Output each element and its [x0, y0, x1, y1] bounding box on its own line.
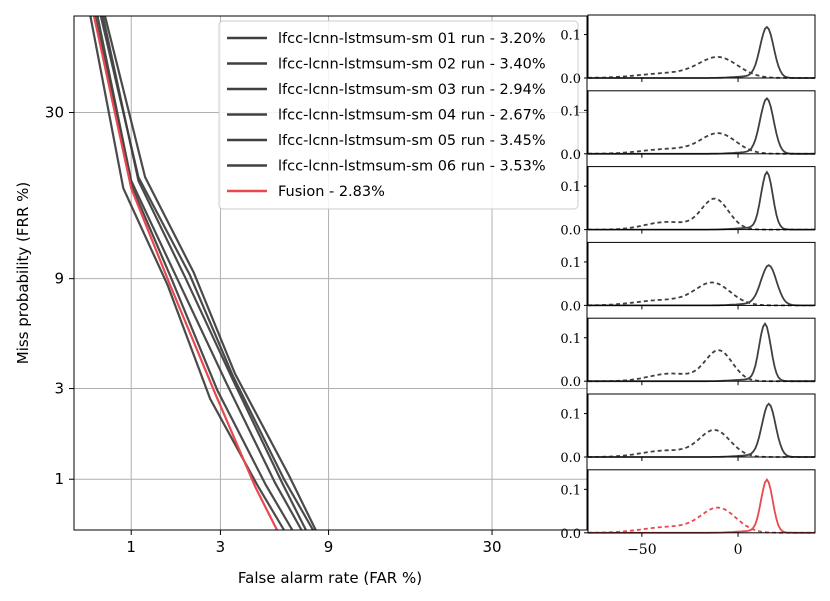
- histogram-panel-04-run: 0.0 0.1: [560, 241, 816, 314]
- hist-y-tick-label: 0.1: [560, 104, 581, 119]
- histogram-solid-curve: [588, 322, 815, 383]
- legend-label-fusion-2-83: Fusion - 2.83%: [278, 184, 385, 200]
- histogram-panel-05-run: 0.0 0.1: [560, 317, 816, 390]
- x-tick-label: 30: [482, 538, 501, 556]
- hist-x-tick-label: −50: [627, 542, 657, 558]
- legend-box: [218, 20, 579, 210]
- y-tick-label: 9: [54, 270, 64, 288]
- hist-y-tick-label: 0.1: [560, 256, 581, 271]
- histogram-solid-curve: [588, 402, 815, 458]
- det-legend: lfcc-lcnn-lstmsum-sm 01 run - 3.20% lfcc-…: [218, 20, 579, 210]
- legend-label-lfcc-lcnn-lstmsum-sm-06-run-3-53: lfcc-lcnn-lstmsum-sm 06 run - 3.53%: [278, 159, 546, 175]
- histogram-panel-03-run: 0.0 0.1: [560, 166, 816, 239]
- legend-label-lfcc-lcnn-lstmsum-sm-03-run-2-94: lfcc-lcnn-lstmsum-sm 03 run - 2.94%: [278, 82, 546, 98]
- histogram-panel-02-run: 0.0 0.1: [560, 90, 816, 163]
- legend-label-lfcc-lcnn-lstmsum-sm-02-run-3-40: lfcc-lcnn-lstmsum-sm 02 run - 3.40%: [278, 57, 546, 73]
- histogram-panel-06-run: 0.0 0.1: [560, 393, 816, 466]
- hist-y-tick-label: 0.1: [560, 408, 581, 423]
- hist-y-tick-label: 0.1: [560, 332, 581, 347]
- y-tick-label: 30: [45, 104, 64, 122]
- det-ticks: 1 3 9 30 1 3 9 30: [45, 104, 502, 556]
- histogram-dashed-curve: [588, 349, 815, 383]
- det-x-axis-label: False alarm rate (FAR %): [238, 569, 422, 587]
- hist-y-tick-label: 0.0: [560, 451, 581, 466]
- legend-label-lfcc-lcnn-lstmsum-sm-01-run-3-20: lfcc-lcnn-lstmsum-sm 01 run - 3.20%: [278, 31, 546, 47]
- histogram-panel-fusion: 0.0 0.1 −50 0: [560, 469, 816, 558]
- legend-label-lfcc-lcnn-lstmsum-sm-04-run-2-67: lfcc-lcnn-lstmsum-sm 04 run - 2.67%: [278, 108, 546, 124]
- histogram-frame: [587, 241, 816, 306]
- x-tick-label: 3: [216, 538, 226, 556]
- hist-y-tick-label: 0.0: [560, 527, 581, 542]
- series-line-lfcc-lcnn-lstmsum-sm-04-run-2-67: [89, 16, 285, 530]
- histogram-panel-01-run: 0.0 0.1: [560, 14, 816, 87]
- series-line-lfcc-lcnn-lstmsum-sm-06-run-3-53: [103, 16, 317, 530]
- series-line-fusion-2-83: [92, 16, 278, 530]
- hist-y-tick-label: 0.1: [560, 483, 581, 498]
- histogram-dashed-curve: [588, 506, 815, 534]
- x-tick-label: 9: [324, 538, 334, 556]
- histogram-solid-curve: [588, 170, 815, 231]
- y-tick-label: 1: [54, 470, 64, 488]
- histogram-solid-curve: [588, 25, 815, 79]
- det-plot-frame: [73, 15, 588, 531]
- det-series-group: [89, 16, 317, 530]
- histogram-frame: [587, 90, 816, 155]
- series-line-lfcc-lcnn-lstmsum-sm-05-run-3-45: [99, 16, 314, 530]
- hist-y-tick-label: 0.1: [560, 29, 581, 44]
- histogram-frame: [587, 393, 816, 458]
- hist-y-tick-label: 0.0: [560, 375, 581, 390]
- histogram-panels: 0.00.10.00.10.00.10.00.10.00.10.00.10.00…: [560, 14, 816, 558]
- histogram-dashed-curve: [588, 132, 815, 155]
- histogram-frame: [587, 166, 816, 231]
- histogram-solid-curve: [588, 264, 815, 307]
- hist-x-tick-label: 0: [734, 542, 743, 558]
- histogram-frame: [587, 14, 816, 79]
- hist-y-tick-label: 0.0: [560, 72, 581, 87]
- x-tick-label: 1: [126, 538, 136, 556]
- histogram-dashed-curve: [587, 56, 815, 79]
- histogram-solid-curve: [588, 97, 815, 155]
- histogram-frame: [587, 469, 816, 534]
- hist-y-tick-label: 0.1: [560, 180, 581, 195]
- det-y-axis-label: Miss probability (FRR %): [14, 182, 32, 365]
- legend-label-lfcc-lcnn-lstmsum-sm-05-run-3-45: lfcc-lcnn-lstmsum-sm 05 run - 3.45%: [278, 133, 546, 149]
- y-tick-label: 3: [54, 380, 64, 398]
- hist-y-tick-label: 0.0: [560, 224, 581, 239]
- histogram-solid-curve: [588, 477, 815, 534]
- hist-y-tick-label: 0.0: [560, 148, 581, 163]
- histogram-frame: [587, 317, 816, 382]
- hist-y-tick-label: 0.0: [560, 299, 581, 314]
